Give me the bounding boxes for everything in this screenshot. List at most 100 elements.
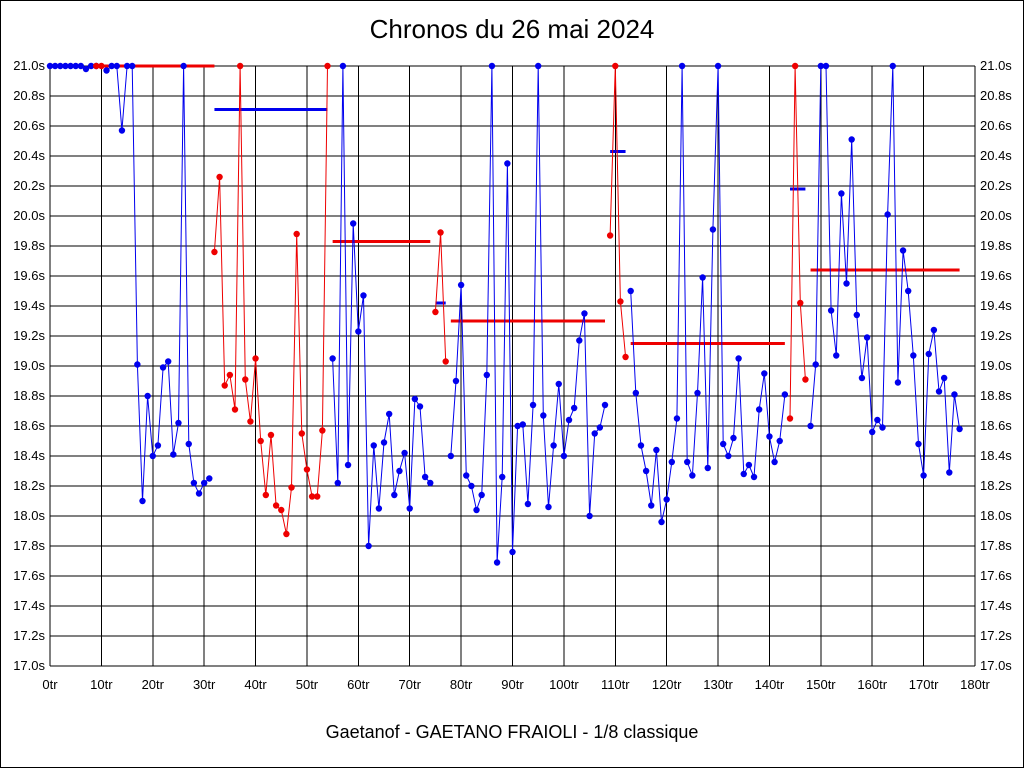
y-tick-label-left: 18.0s (13, 508, 45, 523)
lap-time-point (324, 62, 331, 70)
y-tick-label-left: 20.0s (13, 208, 45, 223)
lap-time-point (452, 377, 460, 385)
y-tick-label-left: 20.8s (13, 88, 45, 103)
lap-time-point (570, 404, 578, 412)
lap-time-point (293, 230, 300, 238)
lap-time-point (622, 353, 629, 361)
x-tick-label: 180tr (960, 677, 990, 692)
lap-time-point (822, 62, 830, 70)
lap-time-point (308, 493, 316, 500)
lap-time-point (195, 490, 203, 497)
lap-time-point (915, 440, 922, 448)
lap-time-point (149, 452, 156, 460)
lap-time-point (298, 430, 306, 437)
lap-time-point (771, 458, 778, 466)
lap-time-line (810, 65, 961, 476)
lap-time-line (332, 65, 431, 547)
lap-time-point (889, 62, 896, 70)
y-tick-label-right: 19.6s (980, 268, 1012, 283)
lap-time-point (565, 416, 573, 424)
lap-time-point (848, 136, 855, 143)
lap-time-point (838, 190, 845, 197)
lap-time-point (375, 505, 383, 512)
lap-time-point (874, 416, 881, 424)
lap-time-point (262, 491, 270, 499)
lap-time-point (123, 62, 131, 70)
lap-time-point (858, 374, 866, 382)
lap-time-point (781, 391, 789, 398)
lap-time-point (164, 358, 172, 365)
lap-time-point (719, 440, 727, 448)
x-tick-label: 130tr (703, 677, 733, 692)
lap-time-point (257, 437, 264, 445)
y-tick-label-right: 17.6s (980, 568, 1012, 583)
lap-time-point (755, 406, 763, 413)
lap-time-point (519, 421, 526, 428)
lap-time-point (704, 464, 711, 472)
lap-time-point (334, 479, 341, 487)
lap-time-point (684, 458, 691, 466)
y-tick-label-right: 19.2s (980, 328, 1012, 343)
x-tick-label: 170tr (909, 677, 939, 692)
lap-time-line (789, 65, 806, 419)
y-tick-label-right: 18.0s (980, 508, 1012, 523)
lap-time-point (833, 352, 840, 359)
y-tick-label-left: 18.2s (13, 478, 45, 493)
lap-time-point (432, 308, 439, 316)
lap-time-point (144, 392, 151, 400)
lap-time-point (365, 542, 372, 550)
y-tick-label-left: 17.0s (13, 658, 45, 673)
lap-time-line (213, 65, 328, 535)
lap-time-point (617, 298, 624, 305)
lap-time-point (437, 229, 444, 236)
lap-time-point (694, 389, 701, 397)
lap-time-point (601, 401, 609, 409)
lap-time-point (504, 160, 511, 167)
lap-time-point (391, 491, 398, 499)
lap-time-point (797, 299, 804, 307)
y-tick-label-right: 20.6s (980, 118, 1012, 133)
lap-time-point (247, 418, 254, 425)
y-tick-label-left: 17.4s (13, 598, 45, 613)
x-tick-label: 60tr (347, 677, 370, 692)
lap-time-point (550, 442, 557, 449)
lap-time-point (46, 62, 54, 70)
lap-time-point (761, 370, 768, 377)
lap-time-point (103, 67, 110, 74)
lap-time-point (175, 419, 182, 427)
lap-time-point (750, 473, 758, 481)
y-tick-label-left: 20.2s (13, 178, 45, 193)
lap-time-point (57, 62, 64, 70)
lap-time-point (463, 472, 470, 479)
x-tick-label: 40tr (244, 677, 267, 692)
lap-time-point (67, 62, 74, 70)
lap-time-line (630, 65, 786, 523)
lap-time-point (540, 412, 547, 419)
y-tick-label-left: 20.6s (13, 118, 45, 133)
lap-time-point (740, 470, 747, 478)
lap-time-point (817, 62, 825, 70)
lap-time-point (730, 434, 737, 442)
lap-time-point (473, 506, 480, 514)
lap-time-point (534, 62, 542, 70)
lap-time-point (118, 127, 126, 134)
y-tick-label-left: 19.6s (13, 268, 45, 283)
lap-time-point (648, 502, 655, 509)
lap-time-point (483, 371, 491, 379)
lap-time-point (288, 484, 295, 491)
x-tick-label: 140tr (755, 677, 785, 692)
lap-time-point (745, 461, 753, 469)
lap-time-point (421, 473, 429, 481)
lap-time-point (725, 452, 732, 460)
lap-time-point (134, 361, 141, 368)
lap-time-point (869, 428, 876, 436)
lap-time-point (910, 352, 917, 359)
lap-time-point (314, 493, 321, 500)
lap-time-point (211, 248, 218, 256)
lap-time-point (925, 350, 932, 358)
y-tick-label-left: 19.2s (13, 328, 45, 343)
lap-time-point (606, 232, 614, 239)
y-tick-label-right: 17.0s (980, 658, 1012, 673)
lap-time-point (129, 62, 136, 70)
x-tick-label: 20tr (142, 677, 165, 692)
